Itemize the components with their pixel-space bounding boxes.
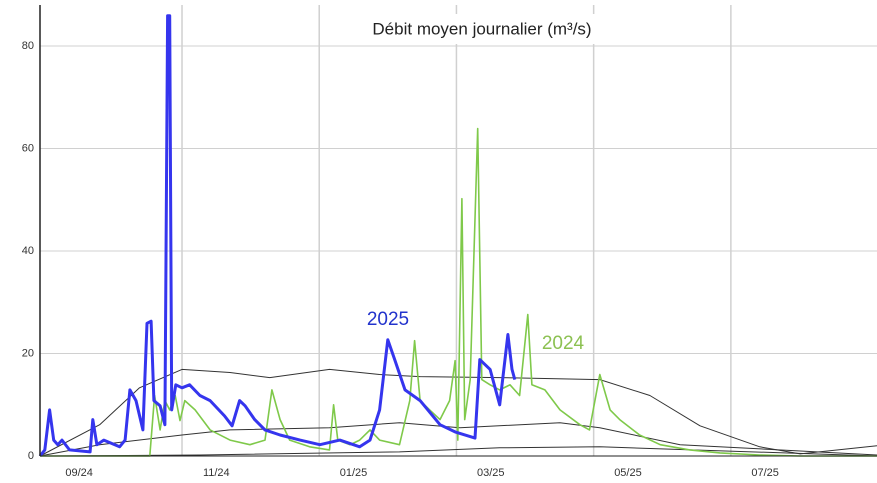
y-tick-label: 20 <box>22 347 34 359</box>
annotation: 2025 <box>367 309 409 330</box>
x-tick-label: 11/24 <box>203 467 230 479</box>
chart-title: Débit moyen journalier (m³/s) <box>372 19 591 38</box>
y-tick-label: 40 <box>22 245 34 257</box>
annotation: 2024 <box>542 333 585 354</box>
data-line <box>39 446 877 457</box>
x-tick-label: 01/25 <box>340 467 368 479</box>
data-line <box>39 422 877 457</box>
grid <box>40 5 877 457</box>
x-tick-label: 03/25 <box>477 467 505 479</box>
title-box <box>322 14 642 44</box>
y-tick-label: 60 <box>22 142 34 154</box>
plot <box>38 14 877 457</box>
x-tick-label: 09/24 <box>65 467 93 479</box>
x-tick-label: 07/25 <box>751 467 779 479</box>
data-line <box>38 14 517 457</box>
x-tick-label: 05/25 <box>614 467 642 479</box>
y-tick-label: 0 <box>28 450 34 462</box>
y-tick-label: 80 <box>22 40 34 52</box>
